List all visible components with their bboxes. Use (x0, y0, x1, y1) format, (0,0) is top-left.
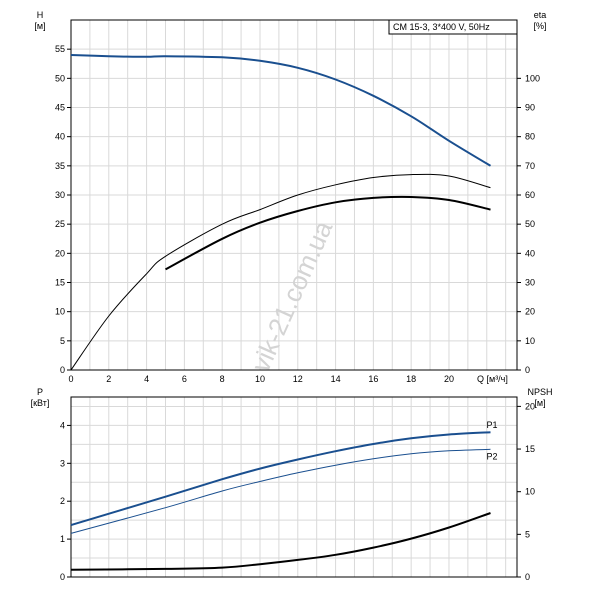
left-axis-tick-label: 50 (55, 73, 65, 83)
series-line-head (70, 54, 492, 167)
right-axis-tick-label: 20 (525, 307, 535, 317)
left-axis-tick-label: 40 (55, 132, 65, 142)
right-axis-name: NPSH (527, 387, 552, 397)
right-axis-tick-label: 0 (525, 572, 530, 582)
chart-title: CM 15-3, 3*400 V, 50Hz (393, 22, 490, 32)
right-axis-tick-label: 0 (525, 365, 530, 375)
title-box (388, 19, 518, 35)
x-axis-tick-label: 4 (144, 374, 149, 384)
right-axis-tick-label: 90 (525, 103, 535, 113)
x-axis-tick-label: 6 (182, 374, 187, 384)
left-axis-tick-label: 4 (60, 420, 65, 430)
x-axis-tick-label: 18 (406, 374, 416, 384)
left-axis-tick-label: 45 (55, 103, 65, 113)
series-line-p2 (70, 448, 491, 534)
x-axis-tick-label: 12 (293, 374, 303, 384)
left-axis-tick-label: 25 (55, 219, 65, 229)
right-axis-tick-label: 10 (525, 336, 535, 346)
right-axis-tick-label: 20 (525, 401, 535, 411)
right-axis-tick-label: 15 (525, 444, 535, 454)
left-axis-tick-label: 15 (55, 278, 65, 288)
right-axis-tick-label: 10 (525, 487, 535, 497)
right-axis-tick-label: 70 (525, 161, 535, 171)
x-axis-tick-label: 16 (368, 374, 378, 384)
left-axis-tick-label: 55 (55, 44, 65, 54)
x-axis-tick-label: 0 (68, 374, 73, 384)
right-axis-tick-label: 5 (525, 529, 530, 539)
x-axis-tick-label: 2 (106, 374, 111, 384)
chart-panel-power-npsh: 0 1 2 3 4 0 5 10 15 20 P[кВт] NPSH[м] P1 P2 (31, 387, 553, 582)
left-axis-tick-label: 20 (55, 248, 65, 258)
left-axis-tick-label: 10 (55, 307, 65, 317)
left-axis-name: H (37, 10, 44, 20)
right-axis-tick-label: 50 (525, 219, 535, 229)
plot-frame (70, 396, 518, 578)
chart-panel-head-efficiency: 0510152025303540455055010203040506070809… (34, 10, 546, 384)
x-axis-tick-label: 14 (331, 374, 341, 384)
left-axis-tick-label: 5 (60, 336, 65, 346)
left-axis-unit: [кВт] (31, 398, 50, 408)
watermark-text: vik-21.com.ua (245, 216, 338, 377)
x-axis-tick-label: 10 (255, 374, 265, 384)
series-line-p1 (70, 431, 491, 527)
right-axis-name: eta (534, 10, 547, 20)
right-axis-tick-label: 30 (525, 278, 535, 288)
right-axis-tick-label: 80 (525, 132, 535, 142)
series-line-efficiency-upper (70, 173, 491, 371)
x-axis-tick-label: 20 (444, 374, 454, 384)
right-axis-tick-label: 60 (525, 190, 535, 200)
right-axis-tick-label: 40 (525, 248, 535, 258)
x-axis-tick-label: 8 (220, 374, 225, 384)
left-axis-tick-label: 0 (60, 365, 65, 375)
left-axis-unit: [м] (34, 21, 45, 31)
left-axis-tick-label: 30 (55, 190, 65, 200)
left-axis-name: P (37, 387, 43, 397)
left-axis-tick-label: 0 (60, 572, 65, 582)
right-axis-unit: [м] (534, 398, 545, 408)
left-axis-tick-label: 3 (60, 458, 65, 468)
series-line-efficiency-lower (165, 195, 491, 271)
series-line-npsh (70, 512, 491, 571)
right-axis-tick-label: 100 (525, 73, 540, 83)
left-axis-tick-label: 2 (60, 496, 65, 506)
series-label-p2: P2 (487, 451, 498, 461)
left-axis-tick-label: 35 (55, 161, 65, 171)
right-axis-unit: [%] (533, 21, 546, 31)
x-axis-label: Q [м³/ч] (477, 374, 508, 384)
series-label-p1: P1 (487, 420, 498, 430)
left-axis-tick-label: 1 (60, 534, 65, 544)
